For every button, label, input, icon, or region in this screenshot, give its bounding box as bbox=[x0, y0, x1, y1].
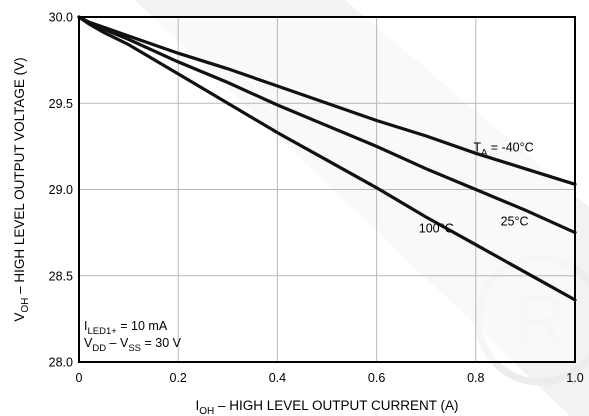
series-label-1: TA = -40°C bbox=[473, 141, 533, 159]
series-group bbox=[77, 15, 577, 302]
series-label-2: 25°C bbox=[501, 215, 529, 229]
y-tick-label: 28.5 bbox=[49, 269, 73, 283]
x-tick-labels: 0 0.2 0.4 0.6 0.8 1.0 bbox=[76, 371, 584, 385]
x-tick-label: 0 bbox=[76, 371, 83, 385]
plot-frame bbox=[78, 16, 576, 363]
x-tick-label: 1.0 bbox=[566, 371, 583, 385]
series-line-1 bbox=[77, 15, 577, 186]
y-axis-title: VOH – HIGH LEVEL OUTPUT VOLTAGE (V) bbox=[12, 57, 31, 321]
series-labels: TA = -40°C 25°C 100°C bbox=[419, 141, 534, 236]
series-line-3 bbox=[77, 15, 577, 302]
x-tick-label: 0.6 bbox=[368, 371, 385, 385]
series-label-3: 100°C bbox=[419, 222, 454, 236]
y-tick-label: 30.0 bbox=[49, 11, 73, 25]
series-line-2 bbox=[77, 15, 577, 235]
y-tick-label: 28.0 bbox=[49, 356, 73, 370]
x-tick-label: 0.4 bbox=[269, 371, 286, 385]
grid-lines bbox=[79, 17, 575, 362]
condition-line-1: ILED1+ = 10 mA bbox=[84, 319, 168, 337]
x-axis-title: IOH – HIGH LEVEL OUTPUT CURRENT (A) bbox=[195, 398, 458, 416]
condition-line-2: VDD – VSS = 30 V bbox=[84, 336, 182, 354]
x-tick-label: 0.2 bbox=[170, 371, 187, 385]
y-tick-label: 29.5 bbox=[49, 97, 73, 111]
x-tick-label: 0.8 bbox=[467, 371, 484, 385]
y-tick-labels: 28.0 28.5 29.0 29.5 30.0 bbox=[49, 11, 73, 370]
y-tick-label: 29.0 bbox=[49, 183, 73, 197]
